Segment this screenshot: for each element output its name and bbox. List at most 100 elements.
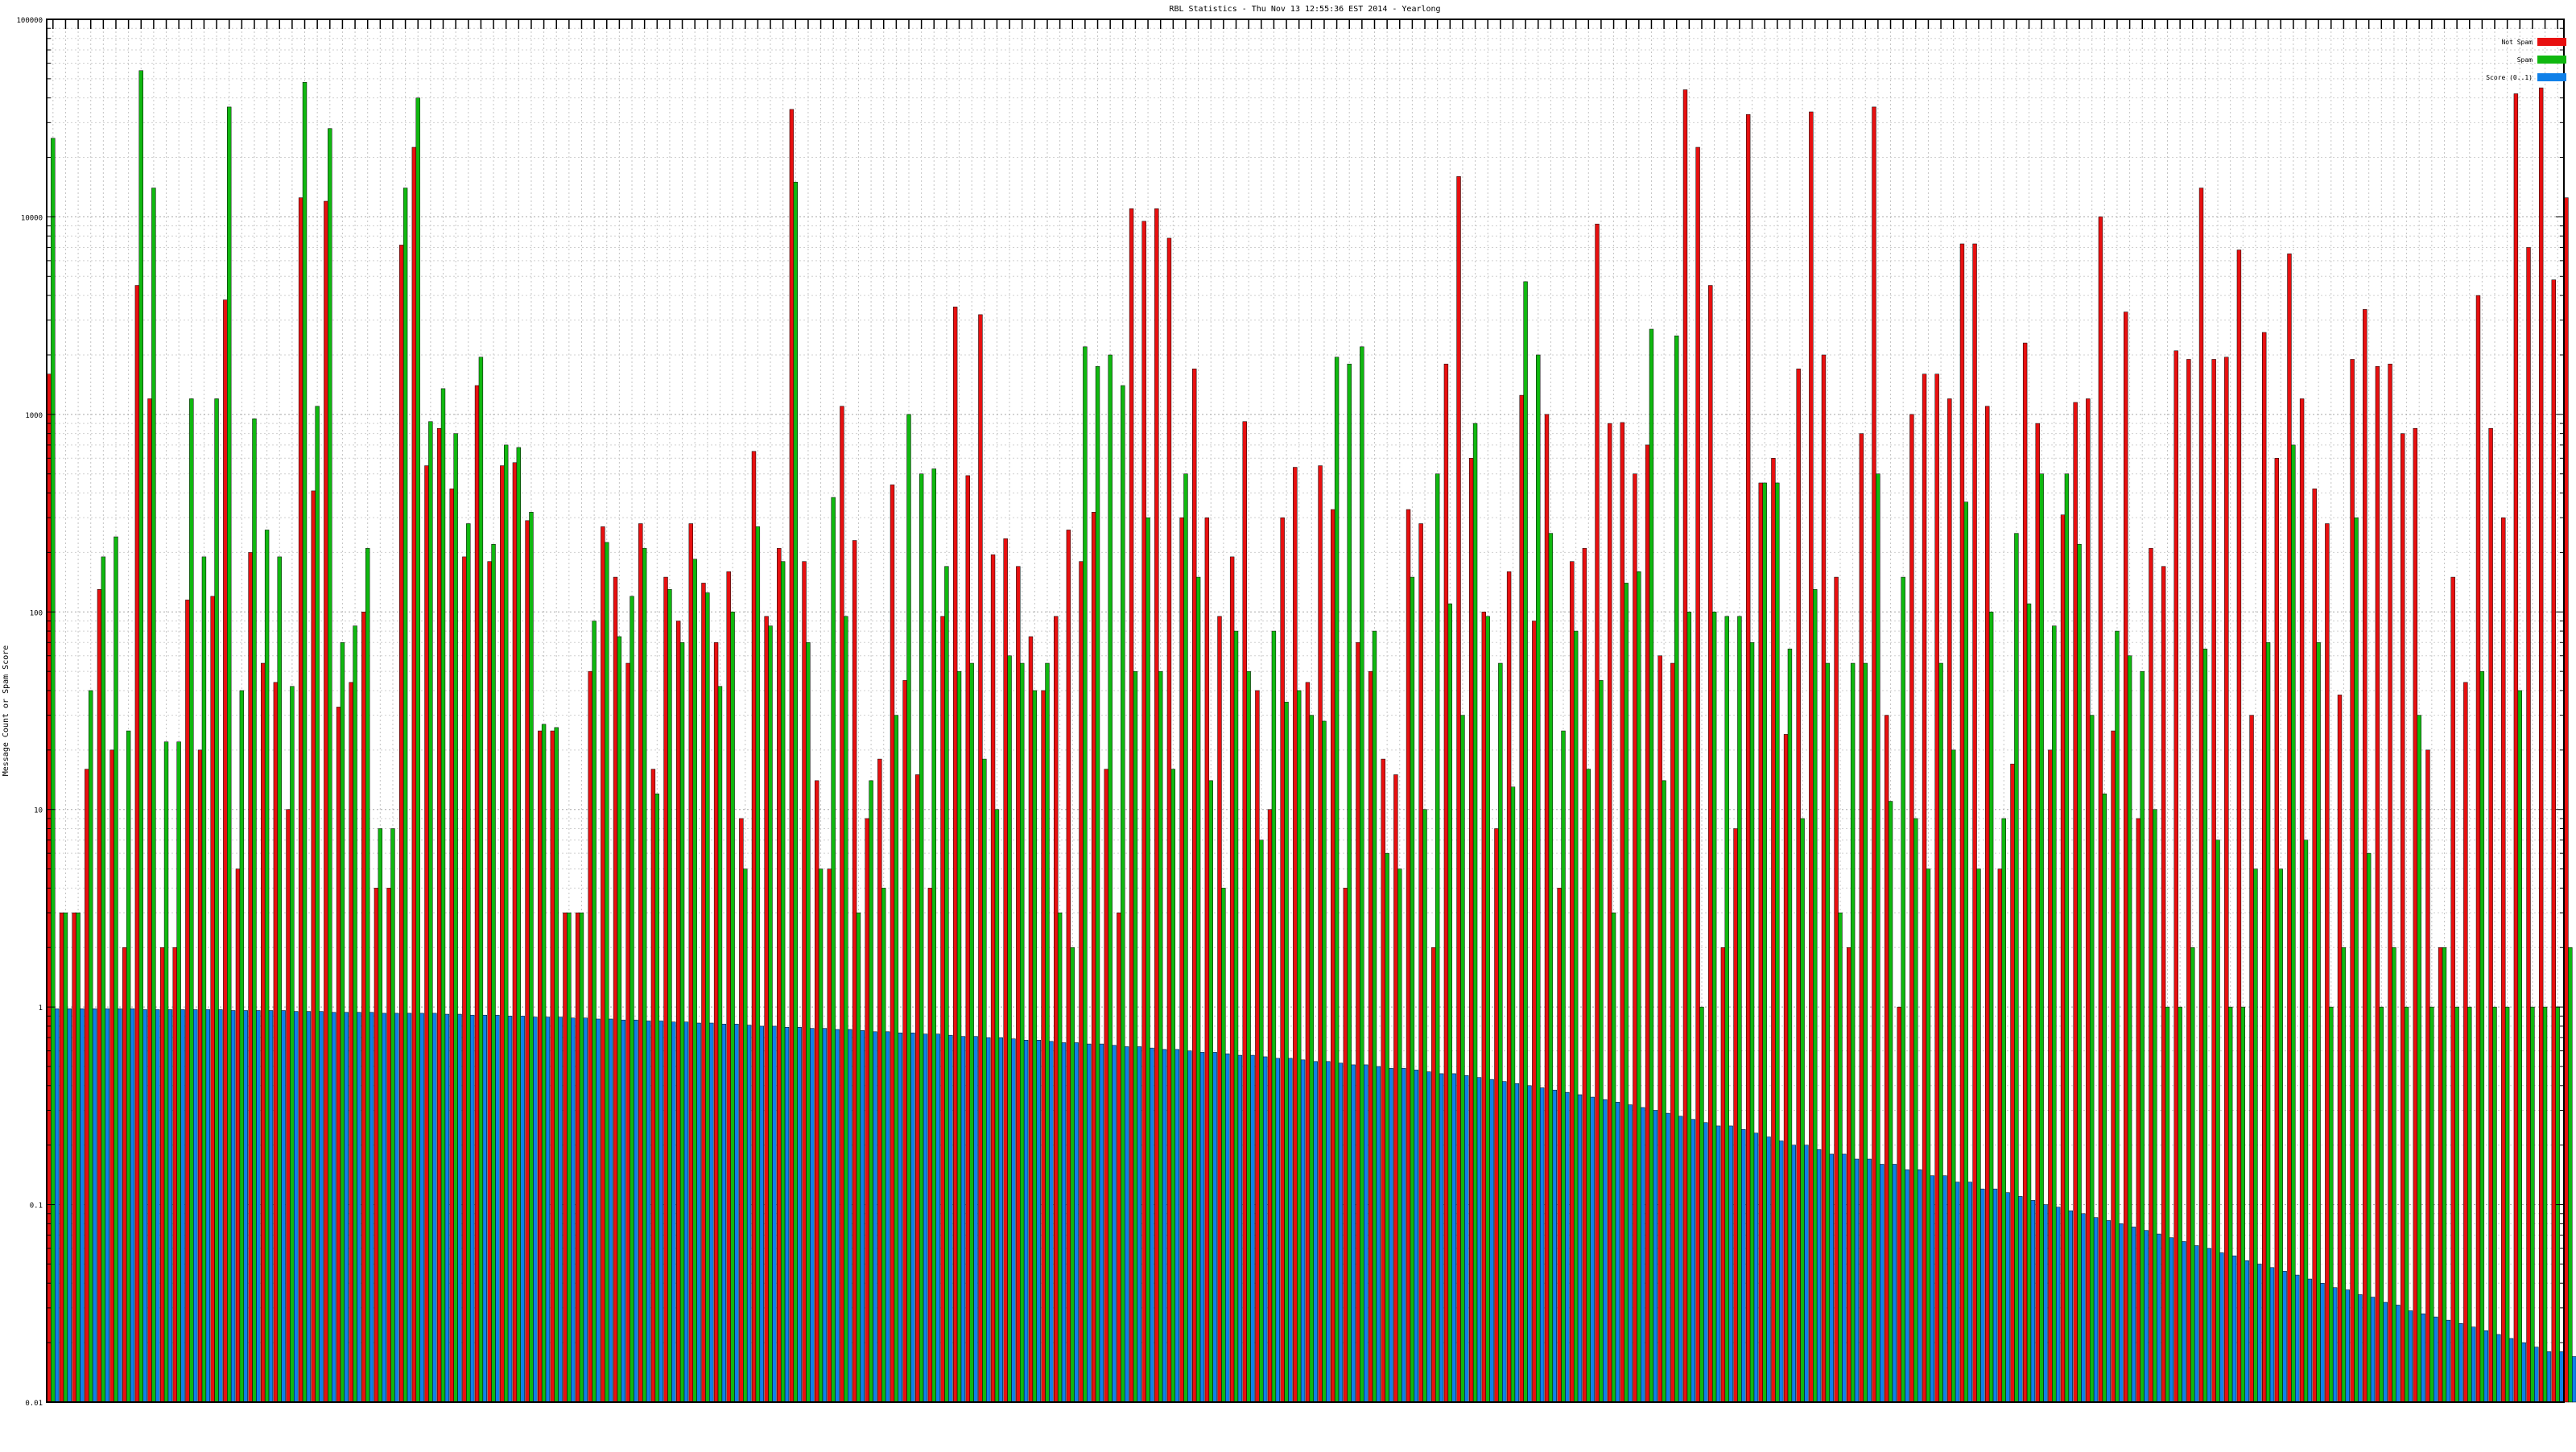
bar	[1460, 715, 1465, 1403]
bar	[432, 1013, 437, 1403]
bar	[1313, 1061, 1318, 1403]
bar	[2337, 695, 2343, 1403]
bar	[1032, 690, 1038, 1403]
bar	[457, 1013, 462, 1403]
bar	[1057, 912, 1063, 1403]
bar	[223, 299, 228, 1403]
bar	[1633, 473, 1637, 1403]
bar	[230, 1010, 236, 1403]
bar	[2329, 1006, 2334, 1403]
bar	[1913, 818, 1918, 1403]
bar	[1187, 1050, 1192, 1403]
legend-swatch	[2537, 38, 2566, 46]
bar	[1682, 89, 1688, 1403]
bar	[2438, 947, 2443, 1403]
bar	[1959, 243, 1965, 1403]
bar	[2299, 398, 2305, 1403]
bar	[1293, 467, 1298, 1403]
bar	[1649, 328, 1654, 1403]
bar	[2001, 818, 2006, 1403]
bar	[1410, 576, 1415, 1403]
bar	[192, 1009, 198, 1403]
bar	[1129, 208, 1134, 1403]
bar	[1985, 406, 1990, 1403]
bar	[2375, 365, 2380, 1403]
bar	[1087, 1043, 1092, 1403]
bar	[411, 146, 417, 1403]
bar	[956, 670, 962, 1403]
bar	[1674, 335, 1679, 1403]
bar	[159, 947, 165, 1403]
bar	[227, 106, 232, 1403]
bar	[2572, 1356, 2576, 1403]
bar	[1715, 1125, 1721, 1403]
bar	[1514, 1083, 1520, 1403]
bar	[1816, 1149, 1822, 1403]
bar	[1523, 281, 1528, 1403]
bar	[2291, 444, 2296, 1403]
bar	[105, 1009, 109, 1403]
bar	[1607, 423, 1612, 1403]
bar	[1217, 616, 1222, 1403]
bar	[2224, 357, 2229, 1403]
bar	[315, 406, 320, 1403]
bar	[705, 592, 710, 1403]
bar	[726, 571, 731, 1403]
bar	[2236, 250, 2242, 1403]
bar	[1741, 1129, 1746, 1403]
bar	[1020, 662, 1025, 1403]
bar	[277, 556, 282, 1403]
bar	[2240, 1006, 2246, 1403]
bar	[1980, 1188, 1985, 1403]
bar	[1288, 1058, 1293, 1403]
bar	[1586, 769, 1591, 1403]
bar	[1095, 365, 1100, 1403]
bar	[2504, 1006, 2510, 1403]
bar	[2102, 794, 2107, 1403]
bar	[1385, 852, 1389, 1403]
bar	[1662, 780, 1666, 1403]
bar	[185, 600, 190, 1403]
bar	[2521, 1342, 2526, 1403]
bar	[2081, 1213, 2086, 1403]
bar	[2261, 332, 2267, 1403]
bar	[764, 616, 769, 1403]
bar	[1426, 1071, 1431, 1403]
bar	[1972, 243, 1977, 1403]
bar	[2538, 87, 2544, 1403]
bar	[109, 749, 114, 1403]
bar	[2073, 402, 2078, 1403]
bar	[869, 780, 873, 1403]
plot-frame	[46, 19, 2565, 1403]
bar	[138, 70, 143, 1403]
bar	[374, 888, 379, 1403]
chart-title: RBL Statistics - Thu Nov 13 12:55:36 EST…	[1169, 5, 1440, 14]
bar	[2227, 1006, 2233, 1403]
bar	[683, 1021, 689, 1403]
bar	[491, 543, 496, 1403]
bar	[1888, 801, 1893, 1403]
bar	[436, 427, 442, 1403]
bar	[235, 868, 241, 1403]
bar	[1800, 818, 1805, 1403]
bar	[2450, 576, 2455, 1403]
bar	[2316, 642, 2321, 1403]
bar	[940, 616, 945, 1403]
bar	[1624, 583, 1629, 1403]
bar	[784, 1027, 790, 1403]
bar	[1842, 1153, 1847, 1403]
bar	[969, 662, 974, 1403]
bar	[1334, 357, 1340, 1403]
bar	[894, 715, 899, 1403]
bar	[923, 1033, 928, 1403]
bar	[2312, 489, 2317, 1403]
bar	[550, 730, 555, 1403]
bar	[1825, 662, 1831, 1403]
bar	[2039, 473, 2044, 1403]
bar	[931, 468, 936, 1403]
bar	[1653, 1110, 1658, 1403]
bar	[1154, 208, 1159, 1403]
bar	[1548, 533, 1554, 1403]
bar	[2249, 715, 2254, 1403]
